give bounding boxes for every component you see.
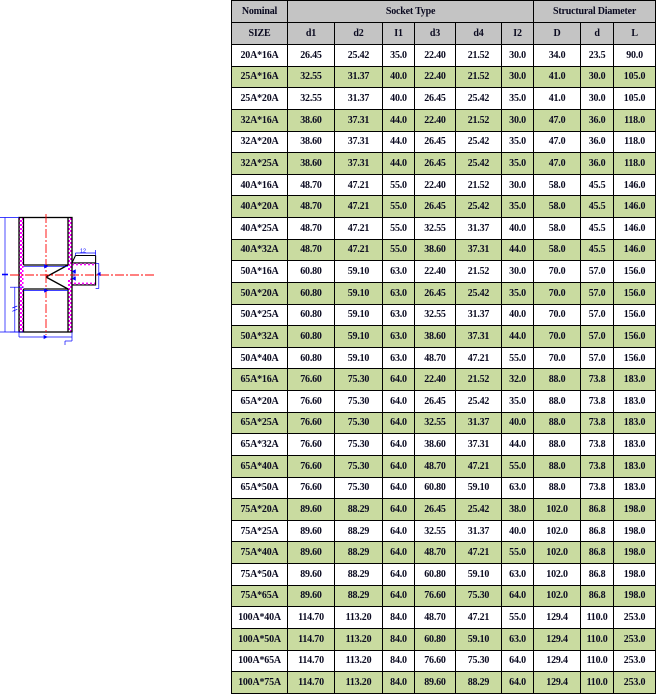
svg-text:12: 12 xyxy=(80,249,86,255)
